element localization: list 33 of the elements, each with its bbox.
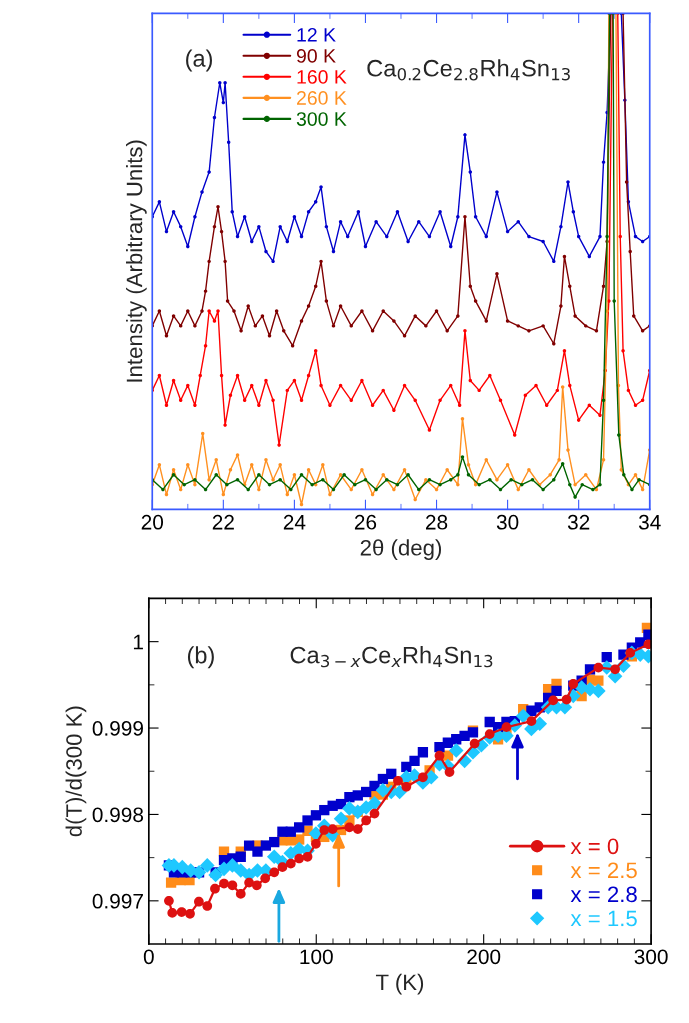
x-tick-label: 32 <box>567 514 590 530</box>
y-tick-label: 1 <box>133 634 143 650</box>
legend-label: 300 K <box>296 112 347 126</box>
x-axis-title: T (K) <box>375 973 424 995</box>
y-axis-title: Intensity (Arbitrary Units) <box>126 140 147 382</box>
annotation: Ca$_{3−x}$Ce$_{x}$Rh$_{4}$Sn$_{13}$ <box>290 646 493 668</box>
legend-label: x = 0 <box>570 838 619 855</box>
legend-label: x = 2.5 <box>570 862 637 879</box>
x-tick-label: 200 <box>467 949 501 965</box>
x-tick-label: 22 <box>212 514 234 530</box>
legend-label: 160 K <box>297 70 347 84</box>
legend-label: 12 K <box>297 27 336 42</box>
x-tick-label: 20 <box>141 514 164 530</box>
x-tick-label: 0 <box>143 949 154 965</box>
legend-label: 90 K <box>296 49 336 63</box>
annotation: Ca$_{0.2}$Ce$_{2.8}$Rh$_{4}$Sn$_{13}$ <box>367 59 570 81</box>
legend-label: 260 K <box>297 91 347 105</box>
x-tick-label: 30 <box>496 514 519 530</box>
x-tick-label: 34 <box>638 514 661 530</box>
annotation: (b) <box>187 646 214 669</box>
y-axis-title: d(T)/d(300 K) <box>65 706 87 837</box>
x-tick-label: 100 <box>300 949 333 965</box>
annotation: (a) <box>186 49 212 72</box>
y-tick-label: 0.999 <box>92 721 143 736</box>
x-tick-label: 24 <box>283 514 306 530</box>
x-tick-label: 26 <box>354 514 377 530</box>
legend-label: x = 2.8 <box>570 886 637 903</box>
x-axis-title: 2θ (deg) <box>360 539 442 561</box>
y-tick-label: 0.998 <box>92 807 144 823</box>
y-tick-label: 0.997 <box>92 893 143 909</box>
x-tick-label: 28 <box>425 514 448 530</box>
legend-label: x = 1.5 <box>570 910 637 927</box>
x-tick-label: 300 <box>634 949 668 965</box>
